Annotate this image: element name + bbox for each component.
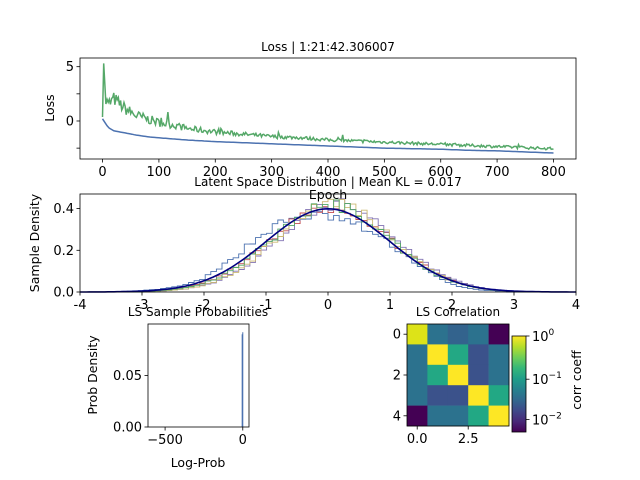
- corr-cell: [427, 344, 449, 366]
- latent-plot-area: -4 -3 -2 -1 0 1 2 3 4 0.0 0.2 0.4: [53, 198, 580, 313]
- loss-xtick-label: 400: [316, 165, 341, 180]
- latent-hist-series: [104, 211, 563, 293]
- latent-xtick-label: 2: [448, 298, 456, 313]
- probs-ytick-label: 0.00: [113, 421, 142, 436]
- corr-heatmap: 0.0 2.5 0 2 4: [393, 323, 510, 447]
- normal-pdf-line: [80, 207, 576, 293]
- loss-xtick-label: 200: [203, 165, 228, 180]
- loss-xtick-label: 800: [541, 165, 566, 180]
- corr-cell: [488, 405, 510, 427]
- corr-xtick-label: 2.5: [458, 432, 479, 447]
- loss-ytick-label: 0: [66, 114, 74, 129]
- corr-cell: [427, 405, 449, 427]
- probs-xtick-label: −500: [147, 433, 183, 448]
- latent-hist-series: [104, 199, 563, 293]
- loss-xtick-label: 100: [146, 165, 171, 180]
- latent-xtick-label: -4: [74, 298, 87, 313]
- colorbar-label: corr coeff: [569, 350, 584, 410]
- latent-xtick-label: 3: [510, 298, 518, 313]
- loss-xlabel: Epoch: [309, 187, 347, 202]
- corr-cell: [447, 405, 469, 427]
- corr-colorbar: 100 10−1 10−2: [511, 328, 562, 433]
- corr-cell: [407, 364, 428, 386]
- corr-cell: [427, 364, 449, 386]
- corr-cell: [488, 324, 510, 345]
- latent-axes-frame: [79, 193, 577, 293]
- corr-cell: [447, 344, 469, 366]
- loss-xtick-label: 500: [372, 165, 397, 180]
- corr-cell: [468, 364, 489, 386]
- corr-cell: [468, 324, 489, 345]
- corr-cell: [407, 405, 428, 427]
- corr-cell: [407, 344, 428, 366]
- latent-title: Latent Space Distribution | Mean KL = 0.…: [194, 175, 461, 189]
- latent-xtick-label: 1: [386, 298, 394, 313]
- val-loss-line: [101, 118, 554, 154]
- loss-title: Loss | 1:21:42.306007: [261, 40, 395, 54]
- colorbar-tick-label: 100: [532, 328, 555, 345]
- loss-ytick-label: 5: [66, 60, 74, 75]
- probs-plot-area: −500 0 0.00 0.05: [113, 332, 247, 448]
- colorbar-tick-label: 10−2: [532, 412, 562, 429]
- probs-panel: LS Sample Probabilities −500 0 0.00 0.05 Pr…: [85, 305, 268, 470]
- probs-title: LS Sample Probabilities: [128, 305, 268, 319]
- corr-cell: [407, 324, 428, 345]
- latent-ytick-label: 0.4: [53, 202, 74, 217]
- corr-ytick-label: 2: [393, 369, 401, 384]
- latent-ytick-label: 0.0: [53, 286, 74, 301]
- loss-ylabel: Loss: [42, 94, 57, 121]
- corr-cell: [427, 324, 449, 345]
- loss-xtick-label: 0: [98, 165, 106, 180]
- colorbar-gradient: [512, 336, 526, 432]
- colorbar-frame: [511, 335, 527, 433]
- corr-cell: [427, 385, 449, 406]
- latent-xtick-label: -1: [260, 298, 273, 313]
- corr-ytick-label: 4: [393, 409, 401, 424]
- latent-xtick-label: -3: [136, 298, 149, 313]
- loss-panel: Loss | 1:21:42.306007 0 100 200 300 400 500 60…: [42, 40, 577, 202]
- loss-axes-frame: [79, 57, 577, 160]
- probs-xlabel: Log-Prob: [171, 455, 226, 470]
- probs-ytick-label: 0.05: [113, 369, 142, 384]
- corr-panel: LS Correlation 0.0 2.5 0 2 4 100 10−1 10−2 cor…: [393, 305, 584, 447]
- corr-cell: [447, 364, 469, 386]
- probs-ylabel: Prob Density: [85, 335, 100, 415]
- latent-xtick-label: 4: [572, 298, 580, 313]
- latent-xtick-label: -2: [198, 298, 211, 313]
- corr-cell: [468, 405, 489, 427]
- corr-cell: [488, 385, 510, 406]
- corr-ytick-label: 0: [393, 328, 401, 343]
- latent-ytick-label: 0.2: [53, 244, 74, 259]
- corr-xtick-label: 0.0: [407, 432, 428, 447]
- corr-cell: [468, 385, 489, 406]
- loss-xtick-label: 700: [485, 165, 510, 180]
- corr-cell: [407, 385, 428, 406]
- latent-xtick-label: 0: [324, 298, 332, 313]
- loss-xtick-label: 300: [259, 165, 284, 180]
- train-loss-line: [101, 63, 554, 151]
- probs-axes-frame: [147, 323, 250, 428]
- corr-cell: [447, 385, 469, 406]
- latent-hist-series: [104, 198, 563, 293]
- latent-ylabel: Sample Density: [27, 193, 42, 292]
- latent-panel: -4 -3 -2 -1 0 1 2 3 4 0.0 0.2 0.4 Latent Space Dist…: [27, 175, 580, 313]
- corr-cell: [488, 364, 510, 386]
- corr-cell: [468, 344, 489, 366]
- loss-xtick-label: 600: [428, 165, 453, 180]
- corr-cell: [488, 344, 510, 366]
- corr-title: LS Correlation: [416, 305, 500, 319]
- corr-cell: [447, 324, 469, 345]
- probs-xtick-label: 0: [239, 433, 247, 448]
- colorbar-tick-label: 10−1: [532, 371, 562, 388]
- loss-plot-area: 0 100 200 300 400 500 600 700 800 0 5: [66, 60, 566, 180]
